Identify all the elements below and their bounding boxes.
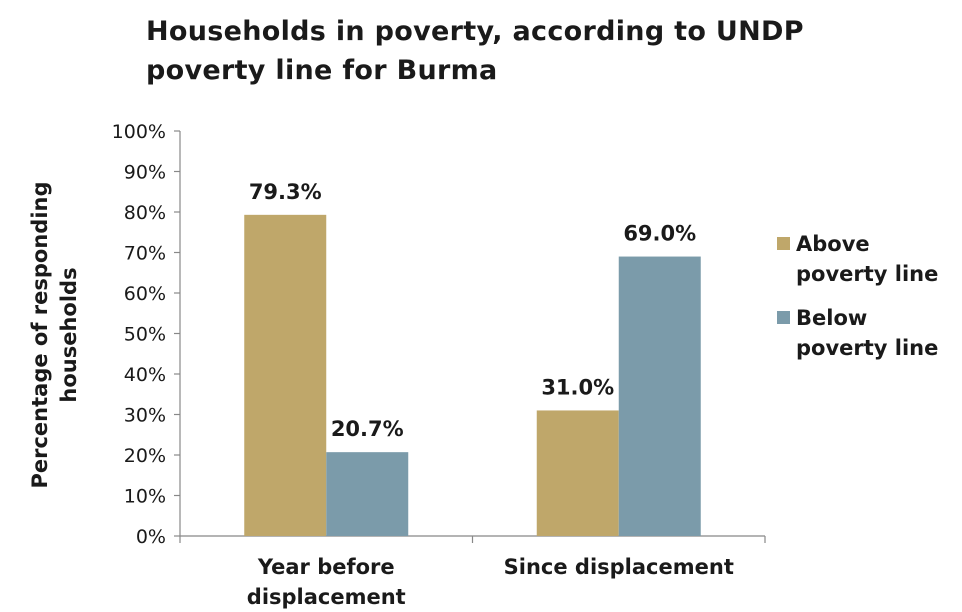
data-label: 69.0% — [623, 222, 696, 246]
legend-label-below: Below poverty line — [796, 306, 939, 360]
data-label: 79.3% — [249, 180, 322, 204]
legend: Above poverty line Below poverty line — [777, 229, 957, 377]
data-label: 20.7% — [331, 417, 404, 441]
y-tick-label: 10% — [124, 486, 166, 508]
x-tick-label: Year before displacement — [247, 555, 406, 609]
y-tick-label: 70% — [124, 243, 166, 265]
y-tick-label: 90% — [124, 162, 166, 184]
y-tick-label: 20% — [124, 445, 166, 467]
legend-swatch-above — [777, 237, 790, 250]
y-tick-label: 40% — [124, 364, 166, 386]
legend-swatch-below — [777, 311, 790, 324]
y-tick-label: 0% — [136, 526, 166, 548]
bar-below-0 — [326, 452, 409, 536]
bar-above-1 — [536, 410, 619, 536]
y-axis-label: Percentage of responding households — [28, 181, 81, 488]
y-tick-label: 100% — [112, 121, 166, 143]
x-tick-label: Since displacement — [504, 555, 734, 579]
y-tick-label: 30% — [124, 405, 166, 427]
legend-label-above: Above poverty line — [796, 232, 939, 286]
bar-above-0 — [244, 214, 327, 536]
y-tick-label: 50% — [124, 324, 166, 346]
data-label: 31.0% — [541, 375, 614, 399]
legend-item-above: Above poverty line — [777, 229, 957, 289]
legend-item-below: Below poverty line — [777, 303, 957, 363]
y-tick-label: 60% — [124, 283, 166, 305]
bar-below-1 — [618, 256, 701, 536]
y-tick-label: 80% — [124, 202, 166, 224]
chart-title: Households in poverty, according to UNDP… — [146, 16, 804, 86]
